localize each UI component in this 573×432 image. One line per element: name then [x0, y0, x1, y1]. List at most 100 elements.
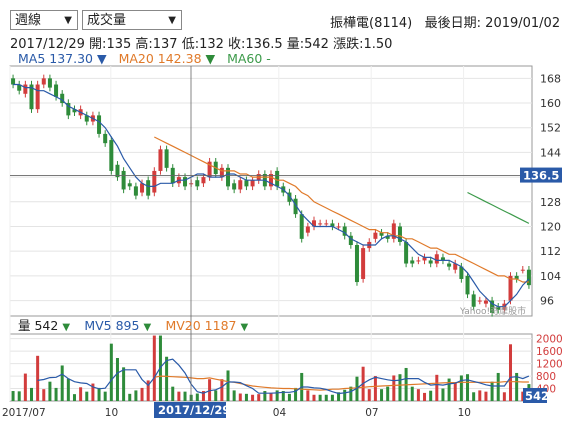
candle-body — [440, 257, 445, 261]
time-tick-label: 04 — [273, 407, 287, 419]
volume-cursor-badge — [523, 388, 547, 403]
period-select-value: 週線 — [15, 13, 42, 28]
volume-bar — [349, 386, 353, 401]
chevron-down-icon: ▼ — [168, 15, 176, 26]
volume-bar — [195, 393, 199, 401]
candle-body — [508, 275, 513, 301]
candle-body — [416, 260, 421, 262]
ma20-legend: MA20 142.38 — [118, 51, 202, 66]
last-date-label: 最後日期: — [424, 16, 482, 31]
volume-bar — [287, 393, 291, 401]
volume-bar — [17, 391, 21, 401]
volume-bar — [269, 392, 273, 401]
volume-bar — [490, 381, 494, 401]
indicator-select[interactable]: 成交量 ▼ — [82, 10, 182, 30]
volume-bar — [502, 392, 506, 401]
volume-panel-frame — [9, 333, 533, 402]
volume-bar — [165, 356, 169, 401]
candle-body — [97, 115, 102, 134]
volume-bar — [373, 376, 377, 401]
date-cursor-label: 2017/12/29 — [158, 403, 230, 417]
candle-body — [201, 177, 206, 184]
volume-bar — [251, 394, 255, 401]
volume-tick-label: 2000 — [536, 334, 563, 346]
candle-body — [244, 180, 249, 187]
volume-bar — [66, 378, 70, 401]
candle-body — [422, 257, 427, 261]
time-tick-label: 10 — [458, 407, 471, 419]
volume-bar — [201, 391, 205, 401]
candle-body — [348, 235, 353, 246]
chevron-down-icon: ▼ — [64, 15, 72, 26]
time-tick-label: 07 — [365, 407, 378, 419]
volume-bar — [484, 391, 488, 401]
watermark: Yahoo!奇摩股市 — [459, 305, 526, 317]
stock-title: 振樺電(8114) 最後日期: 2019/01/02 — [330, 12, 560, 31]
candle-body — [133, 186, 138, 196]
volume-bar — [238, 393, 242, 401]
candle-body — [66, 103, 71, 116]
stock-name: 振樺電(8114) — [330, 16, 413, 31]
candle-body — [140, 183, 145, 193]
volume-tick-label: 800 — [536, 371, 556, 383]
candle-body — [410, 260, 415, 264]
price-tick-label: 128 — [540, 196, 561, 209]
period-select[interactable]: 週線 ▼ — [10, 10, 78, 30]
volume-bar — [472, 392, 476, 401]
volume-tick-label: 1600 — [536, 346, 563, 358]
candle-body — [520, 269, 525, 271]
volume-bar — [435, 374, 439, 401]
triangle-down-icon: ▼ — [201, 51, 220, 66]
volume-bar — [226, 370, 230, 401]
candle-body — [397, 226, 402, 242]
candle-body — [305, 226, 310, 233]
volume-bar — [257, 394, 261, 401]
volume-bar — [152, 335, 156, 401]
candle-body — [29, 84, 34, 110]
candle-body — [311, 220, 316, 227]
volume-bar — [263, 391, 267, 401]
candle-body — [146, 180, 151, 196]
candle-body — [391, 223, 396, 239]
volume-bar — [318, 394, 322, 401]
volume-bar — [496, 372, 500, 401]
volume-legend-0: 量 542 — [18, 318, 58, 333]
candle-body — [41, 78, 46, 85]
ma-legend: MA5 137.30 ▼ MA20 142.38 ▼ MA60 - — [18, 51, 271, 66]
volume-bar — [337, 392, 341, 401]
candle-body — [226, 167, 231, 187]
volume-bar — [208, 379, 212, 401]
volume-bar — [91, 383, 95, 401]
volume-bar — [232, 390, 236, 401]
volume-bar — [416, 389, 420, 401]
candle-body — [23, 84, 28, 94]
volume-bar — [343, 389, 347, 401]
volume-bar — [177, 391, 181, 401]
candle-body — [287, 192, 292, 202]
triangle-down-icon: ▼ — [241, 322, 249, 333]
price-cursor-badge — [520, 167, 562, 183]
volume-bar — [515, 372, 519, 401]
candle-body — [354, 245, 359, 283]
volume-bar — [324, 394, 328, 401]
candle-body — [336, 226, 341, 228]
volume-bar — [72, 394, 76, 401]
volume-bar — [275, 390, 279, 401]
date-cursor-badge — [154, 402, 226, 418]
price-tick-label: 144 — [540, 146, 561, 159]
volume-bar — [386, 386, 390, 401]
candle-body — [428, 260, 433, 264]
volume-bar — [29, 387, 33, 401]
price-tick-label: 160 — [540, 97, 561, 110]
ma5-legend: MA5 137.30 — [18, 51, 93, 66]
candle-body — [459, 266, 464, 279]
volume-bar — [281, 391, 285, 401]
candle-body — [404, 241, 409, 264]
volume-bar — [509, 344, 513, 401]
mv5-line — [37, 358, 530, 395]
candle-body — [219, 167, 224, 178]
candle-body — [496, 306, 501, 310]
candle-body — [238, 180, 243, 190]
volume-bar — [306, 390, 310, 401]
